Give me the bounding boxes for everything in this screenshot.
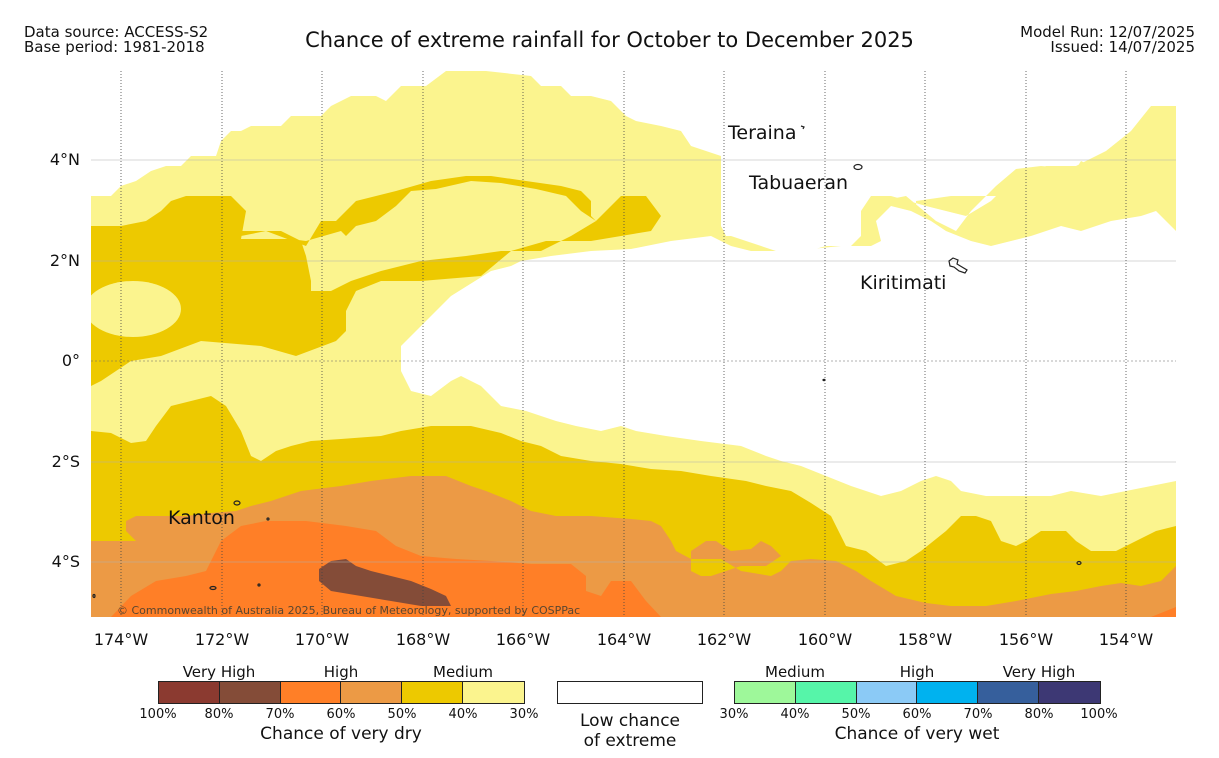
rainfall-map bbox=[91, 71, 1176, 617]
wet-swatch-30-40 bbox=[735, 682, 796, 703]
lon-label-156w: 156°W bbox=[998, 630, 1054, 649]
place-label-tabuaeran: Tabuaeran bbox=[749, 172, 849, 194]
zone-dry-40-50 bbox=[91, 176, 661, 386]
model-run-text: Model Run: 12/07/2025 bbox=[1020, 23, 1195, 41]
island-outlines bbox=[92, 125, 1082, 599]
dry-tick: 70% bbox=[265, 707, 295, 722]
zone-dry-30-40-inner-west bbox=[91, 281, 181, 337]
wet-tick: 100% bbox=[1080, 707, 1118, 722]
issued-date-text: Issued: 14/07/2025 bbox=[1050, 38, 1195, 56]
wet-level-very-high: Very High bbox=[1002, 663, 1076, 681]
dry-level-high: High bbox=[323, 663, 359, 681]
small-island-4 bbox=[822, 378, 826, 382]
low-chance-caption: Low chance of extreme bbox=[557, 711, 703, 751]
model-run-info: Model Run: 12/07/2025 Issued: 14/07/2025 bbox=[1020, 25, 1195, 55]
low-chance-swatch bbox=[557, 681, 703, 704]
lon-label-164w: 164°W bbox=[596, 630, 652, 649]
dry-legend-caption: Chance of very dry bbox=[260, 724, 422, 744]
map-title: Chance of extreme rainfall for October t… bbox=[305, 28, 914, 52]
lat-label-2s: 2°S bbox=[51, 452, 80, 471]
wet-tick: 40% bbox=[780, 707, 810, 722]
tabuaeran-island bbox=[853, 163, 863, 171]
dry-tick: 30% bbox=[509, 707, 539, 722]
lon-label-174w: 174°W bbox=[93, 630, 149, 649]
lon-label-170w: 170°W bbox=[294, 630, 350, 649]
dry-tick: 40% bbox=[448, 707, 478, 722]
small-island-3 bbox=[257, 583, 261, 587]
wet-tick: 60% bbox=[902, 707, 932, 722]
place-label-teraina: Teraina bbox=[728, 122, 797, 144]
small-island-6 bbox=[92, 593, 96, 599]
dry-tick: 100% bbox=[139, 707, 177, 722]
wet-level-medium: Medium bbox=[765, 663, 825, 681]
wet-tick: 30% bbox=[719, 707, 749, 722]
lat-label-2n: 2°N bbox=[49, 251, 80, 270]
copyright-notice: © Commonwealth of Australia 2025, Bureau… bbox=[117, 604, 581, 617]
base-period-text: Base period: 1981-2018 bbox=[24, 38, 205, 56]
lon-label-168w: 168°W bbox=[395, 630, 451, 649]
dry-swatch-30-40 bbox=[463, 682, 524, 703]
small-island-2 bbox=[209, 585, 217, 591]
wet-swatch-70-80 bbox=[978, 682, 1040, 703]
dry-colorbar bbox=[158, 681, 525, 704]
wet-swatch-60-70 bbox=[917, 682, 979, 703]
wet-legend-caption: Chance of very wet bbox=[834, 724, 1000, 744]
dry-level-medium: Medium bbox=[433, 663, 493, 681]
wet-tick: 50% bbox=[841, 707, 871, 722]
wet-swatch-40-50 bbox=[795, 682, 857, 703]
place-label-kiritimati: Kiritimati bbox=[860, 272, 947, 294]
low-chance-caption-line2: of extreme bbox=[583, 731, 677, 751]
wet-colorbar bbox=[734, 681, 1101, 704]
lat-label-4n: 4°N bbox=[49, 150, 80, 169]
small-island-1 bbox=[266, 517, 270, 521]
lon-label-160w: 160°W bbox=[797, 630, 853, 649]
zone-low-chance bbox=[401, 206, 1176, 496]
wet-level-high: High bbox=[899, 663, 935, 681]
wet-swatch-50-60 bbox=[856, 682, 918, 703]
map-canvas bbox=[91, 71, 1176, 617]
dry-swatch-80-100 bbox=[159, 682, 220, 703]
place-label-kanton: Kanton bbox=[168, 507, 235, 529]
teraina-island bbox=[800, 125, 805, 130]
dry-level-very-high: Very High bbox=[182, 663, 256, 681]
wet-tick: 80% bbox=[1024, 707, 1054, 722]
kanton-island bbox=[233, 500, 241, 506]
lat-label-0: 0° bbox=[61, 351, 80, 370]
dry-swatch-50-60 bbox=[341, 682, 403, 703]
wet-swatch-80-100 bbox=[1039, 682, 1100, 703]
zone-dry-30-40-inner-north bbox=[423, 232, 475, 242]
zone-dry-70-80 bbox=[319, 559, 451, 606]
longitude-gridlines bbox=[120, 71, 1127, 617]
small-island-5 bbox=[1076, 560, 1082, 566]
dry-swatch-70-80 bbox=[219, 682, 281, 703]
dry-tick: 60% bbox=[326, 707, 356, 722]
dry-tick: 50% bbox=[387, 707, 417, 722]
dry-tick: 80% bbox=[204, 707, 234, 722]
lon-label-172w: 172°W bbox=[194, 630, 250, 649]
latitude-gridlines bbox=[91, 159, 1176, 563]
low-chance-caption-line1: Low chance bbox=[580, 711, 680, 731]
data-source-text: Data source: ACCESS-S2 bbox=[24, 23, 209, 41]
lon-label-154w: 154°W bbox=[1098, 630, 1154, 649]
data-source-info: Data source: ACCESS-S2 Base period: 1981… bbox=[24, 25, 208, 55]
lat-label-4s: 4°S bbox=[51, 552, 80, 571]
dry-swatch-40-50 bbox=[402, 682, 464, 703]
wet-tick: 70% bbox=[963, 707, 993, 722]
lon-label-158w: 158°W bbox=[897, 630, 953, 649]
lon-label-166w: 166°W bbox=[495, 630, 551, 649]
lon-label-162w: 162°W bbox=[696, 630, 752, 649]
dry-swatch-60-70 bbox=[280, 682, 342, 703]
kiritimati-island bbox=[948, 257, 968, 274]
